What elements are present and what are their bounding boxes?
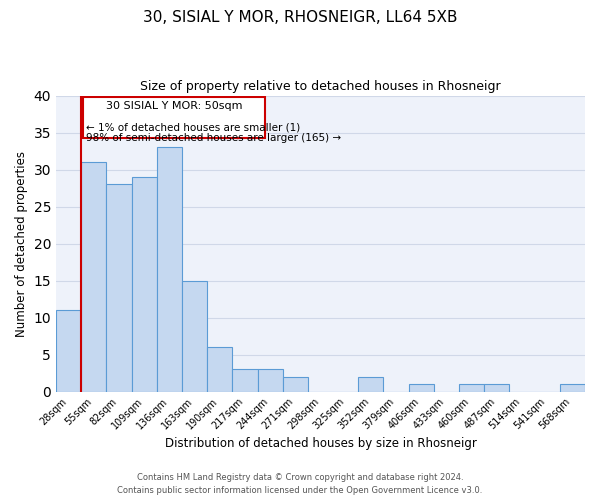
- Bar: [358, 377, 383, 392]
- Title: Size of property relative to detached houses in Rhosneigr: Size of property relative to detached ho…: [140, 80, 501, 93]
- Bar: [81, 162, 106, 392]
- Bar: [207, 348, 232, 392]
- Bar: [484, 384, 509, 392]
- Bar: [409, 384, 434, 392]
- Text: 30 SISIAL Y MOR: 50sqm: 30 SISIAL Y MOR: 50sqm: [106, 102, 242, 112]
- Bar: [182, 280, 207, 392]
- Text: ← 1% of detached houses are smaller (1): ← 1% of detached houses are smaller (1): [86, 122, 300, 132]
- X-axis label: Distribution of detached houses by size in Rhosneigr: Distribution of detached houses by size …: [164, 437, 476, 450]
- Bar: [131, 177, 157, 392]
- Text: 30, SISIAL Y MOR, RHOSNEIGR, LL64 5XB: 30, SISIAL Y MOR, RHOSNEIGR, LL64 5XB: [143, 10, 457, 25]
- Bar: [257, 370, 283, 392]
- Bar: [232, 370, 257, 392]
- Text: 98% of semi-detached houses are larger (165) →: 98% of semi-detached houses are larger (…: [86, 132, 341, 142]
- Bar: [106, 184, 131, 392]
- Bar: [560, 384, 585, 392]
- Bar: [459, 384, 484, 392]
- Y-axis label: Number of detached properties: Number of detached properties: [15, 150, 28, 336]
- Bar: [157, 148, 182, 392]
- FancyBboxPatch shape: [83, 97, 265, 138]
- Bar: [283, 377, 308, 392]
- Bar: [56, 310, 81, 392]
- Text: Contains HM Land Registry data © Crown copyright and database right 2024.
Contai: Contains HM Land Registry data © Crown c…: [118, 474, 482, 495]
